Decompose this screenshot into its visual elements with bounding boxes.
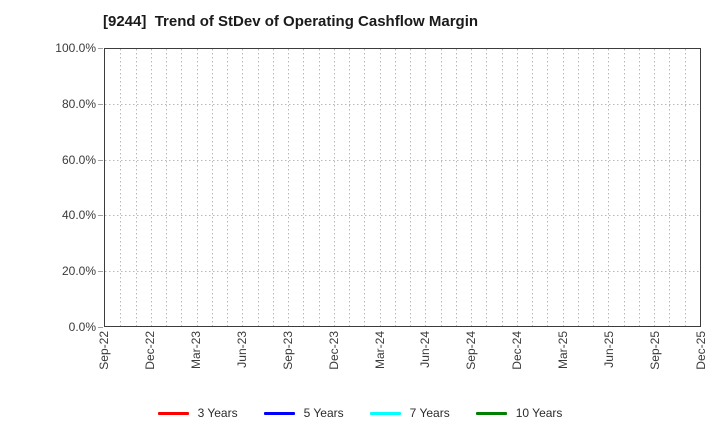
- vertical-gridline: [471, 49, 473, 326]
- vertical-gridline: [227, 49, 229, 326]
- legend-line-swatch: [369, 411, 401, 415]
- chart-title: [9244] Trend of StDev of Operating Cashf…: [103, 13, 479, 30]
- vertical-gridline: [288, 49, 290, 326]
- x-tick-label: Dec-25: [694, 331, 708, 370]
- vertical-gridline: [547, 49, 549, 326]
- vertical-gridline: [638, 49, 640, 326]
- y-tick-mark: [98, 159, 103, 161]
- vertical-gridline: [318, 49, 320, 326]
- legend-label: 3 Years: [197, 406, 238, 420]
- legend-line-swatch: [263, 411, 295, 415]
- y-tick-mark: [98, 327, 103, 328]
- y-tick-label: 20.0%: [61, 264, 96, 279]
- horizontal-gridline: [105, 215, 700, 217]
- y-tick-label: 100.0%: [55, 41, 96, 55]
- vertical-gridline: [410, 49, 412, 326]
- vertical-gridline: [669, 49, 671, 326]
- vertical-gridline: [501, 49, 503, 326]
- plot-area: [104, 48, 701, 327]
- vertical-gridline: [120, 49, 122, 326]
- vertical-gridline: [623, 49, 625, 326]
- y-tick-mark: [98, 103, 103, 105]
- vertical-gridline: [333, 49, 335, 326]
- x-tick-label: Mar-24: [372, 331, 387, 370]
- vertical-gridline: [272, 49, 274, 326]
- vertical-gridline: [455, 49, 457, 326]
- vertical-gridline: [349, 49, 351, 326]
- legend-item: 7 Years: [369, 406, 450, 420]
- vertical-gridline: [608, 49, 610, 326]
- y-tick-label: 0.0%: [68, 320, 96, 334]
- legend-line-swatch: [157, 411, 189, 415]
- vertical-gridline: [166, 49, 168, 326]
- horizontal-gridline: [105, 159, 700, 161]
- legend-item: 10 Years: [475, 406, 563, 420]
- vertical-gridline: [135, 49, 137, 326]
- y-tick-mark: [98, 48, 103, 49]
- legend-line-swatch: [475, 411, 507, 415]
- vertical-gridline: [440, 49, 442, 326]
- vertical-gridline: [257, 49, 259, 326]
- vertical-gridline: [364, 49, 366, 326]
- x-tick-label: Sep-25: [648, 331, 663, 370]
- y-tick-label: 80.0%: [61, 96, 96, 111]
- x-tick-label: Dec-24: [510, 331, 525, 370]
- vertical-gridline: [562, 49, 564, 326]
- vertical-gridline: [684, 49, 686, 326]
- vertical-gridline: [593, 49, 595, 326]
- x-tick-label: Jun-25: [602, 331, 617, 368]
- vertical-gridline: [211, 49, 213, 326]
- vertical-gridline: [394, 49, 396, 326]
- vertical-gridline: [425, 49, 427, 326]
- x-tick-label: Dec-22: [142, 331, 157, 370]
- vertical-gridline: [242, 49, 244, 326]
- x-tick-label: Jun-24: [418, 331, 433, 368]
- vertical-gridline: [654, 49, 656, 326]
- vertical-gridline: [150, 49, 152, 326]
- x-tick-label: Sep-23: [280, 331, 295, 370]
- y-tick-label: 60.0%: [61, 152, 96, 167]
- vertical-gridline: [196, 49, 198, 326]
- y-tick-mark: [98, 271, 103, 273]
- x-tick-label: Mar-23: [188, 331, 203, 370]
- horizontal-gridline: [105, 104, 700, 106]
- legend: 3 Years 5 Years 7 Years 10 Years: [0, 404, 720, 422]
- legend-label: 10 Years: [515, 406, 563, 420]
- vertical-gridline: [486, 49, 488, 326]
- x-tick-label: Jun-23: [234, 331, 249, 368]
- legend-label: 7 Years: [409, 406, 450, 420]
- y-tick-mark: [98, 215, 103, 217]
- horizontal-gridline: [105, 270, 700, 272]
- x-tick-label: Mar-25: [556, 331, 571, 370]
- vertical-gridline: [516, 49, 518, 326]
- vertical-gridline: [379, 49, 381, 326]
- x-tick-label: Sep-24: [464, 331, 479, 370]
- x-tick-label: Sep-22: [97, 331, 111, 370]
- vertical-gridline: [532, 49, 534, 326]
- legend-item: 3 Years: [157, 406, 238, 420]
- x-tick-label: Dec-23: [326, 331, 341, 370]
- vertical-gridline: [181, 49, 183, 326]
- y-tick-label: 40.0%: [61, 208, 96, 223]
- legend-item: 5 Years: [263, 406, 344, 420]
- legend-label: 5 Years: [303, 406, 344, 420]
- vertical-gridline: [577, 49, 579, 326]
- vertical-gridline: [303, 49, 305, 326]
